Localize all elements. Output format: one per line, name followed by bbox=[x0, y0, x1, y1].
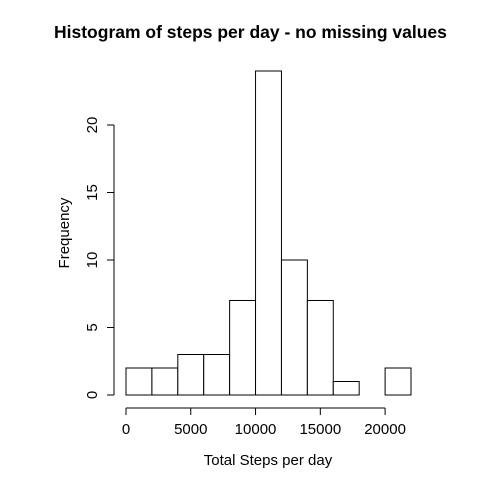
histogram-bar-2 bbox=[177, 354, 205, 396]
histogram-bar-6 bbox=[280, 259, 308, 396]
x-tick-label: 0 bbox=[122, 421, 130, 438]
y-tick-label: 10 bbox=[84, 252, 101, 269]
histogram-bar-10 bbox=[384, 367, 412, 396]
histogram-bar-7 bbox=[306, 300, 334, 396]
x-tick-label: 10000 bbox=[235, 421, 277, 438]
x-tick-label: 5000 bbox=[174, 421, 207, 438]
x-axis-label: Total Steps per day bbox=[204, 452, 333, 469]
chart-title: Histogram of steps per day - no missing … bbox=[54, 22, 447, 42]
x-tick-label: 15000 bbox=[299, 421, 341, 438]
histogram-bar-3 bbox=[203, 354, 231, 396]
y-axis: 0 5 10 15 20 bbox=[84, 117, 115, 399]
histogram-bar-4 bbox=[229, 300, 257, 396]
histogram-bar-8 bbox=[332, 381, 360, 396]
y-tick-label: 15 bbox=[84, 184, 101, 201]
histogram-bar-0 bbox=[125, 367, 153, 396]
y-axis-label: Frequency bbox=[56, 197, 73, 268]
x-tick-label: 20000 bbox=[364, 421, 406, 438]
y-tick-label: 0 bbox=[84, 391, 101, 399]
bars-group bbox=[125, 70, 412, 396]
y-tick-label: 5 bbox=[84, 323, 101, 331]
y-tick-label: 20 bbox=[84, 117, 101, 134]
x-axis: 0 5000 10000 15000 20000 bbox=[122, 407, 406, 438]
histogram-bar-1 bbox=[151, 367, 179, 396]
histogram-bar-5 bbox=[255, 70, 282, 396]
